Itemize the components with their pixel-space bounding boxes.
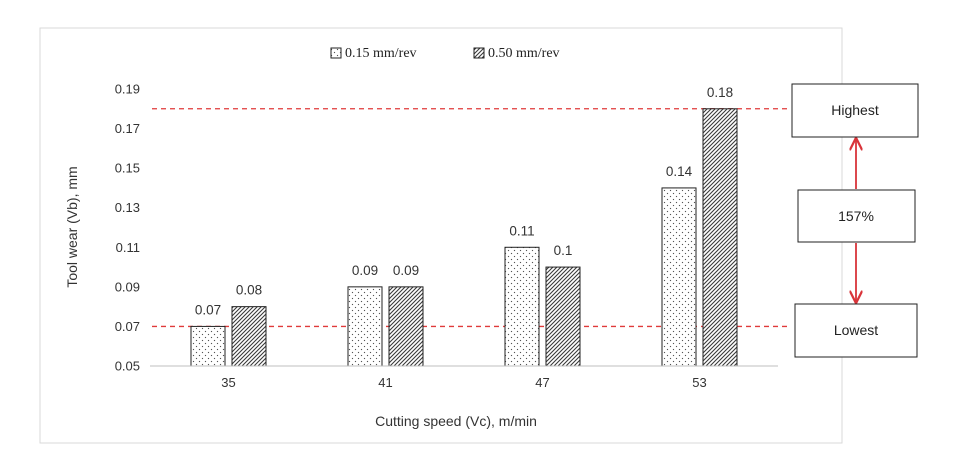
bar-series-1-53 [661,187,697,367]
annotation-lowest-box [794,303,918,358]
legend-swatch-series-2 [473,47,485,59]
x-tick-label: 35 [221,375,235,390]
y-tick-label: 0.09 [115,279,140,294]
bar-series-1-41 [347,286,383,367]
x-tick-label: 41 [378,375,392,390]
bar-value-label: 0.07 [195,302,221,317]
bar-value-label: 0.09 [393,263,419,278]
y-tick-label: 0.11 [116,240,140,255]
legend-label-series-2: 0.50 mm/rev [488,46,560,61]
annotation-difference: 157% [797,189,916,243]
x-axis-title: Cutting speed (Vc), m/min [375,413,537,429]
bar-value-label: 0.14 [666,164,693,179]
bar-series-1-47 [504,246,540,367]
legend-item-series-2: 0.50 mm/rev [473,46,560,61]
bar-series-2-53 [702,108,738,367]
y-tick-label: 0.15 [115,161,140,176]
bar-series-2-47 [545,266,581,367]
bar-value-label: 0.1 [554,243,573,258]
y-axis-ticks: 0.05 0.07 0.09 0.11 0.13 0.15 0.17 0.19 [115,82,140,374]
annotation-highest-label: Highest [831,102,879,118]
bar-value-label: 0.18 [707,85,733,100]
legend-swatch-series-1 [330,47,342,59]
x-tick-label: 47 [535,375,549,390]
legend: 0.15 mm/rev 0.50 mm/rev [330,46,560,61]
annotation-difference-box [797,189,916,243]
annotation-lowest: Lowest [794,303,918,358]
annotation-highest-box [791,83,919,138]
bar-value-label: 0.11 [509,223,534,238]
y-axis-title: Tool wear (Vb), mm [64,166,80,287]
bar-series-2-35 [231,306,267,367]
bar-value-labels: 0.07 0.08 0.09 0.09 0.11 0.1 0.14 0.18 [195,85,733,318]
y-tick-label: 0.17 [115,121,140,136]
annotation-lowest-label: Lowest [834,322,878,338]
legend-label-series-1: 0.15 mm/rev [345,46,417,61]
bar-series-1-35 [190,325,226,367]
y-tick-label: 0.07 [115,319,140,334]
x-axis-ticks: 35 41 47 53 [221,375,706,390]
annotation-difference-label: 157% [838,208,874,224]
y-tick-label: 0.13 [115,200,140,215]
bar-series-2-41 [388,286,424,367]
bar-value-label: 0.08 [236,283,262,298]
legend-item-series-1: 0.15 mm/rev [330,46,417,61]
x-tick-label: 53 [692,375,706,390]
annotation-highest: Highest [791,83,919,138]
bar-value-label: 0.09 [352,263,378,278]
y-tick-label: 0.05 [115,359,140,374]
y-tick-label: 0.19 [115,82,140,97]
